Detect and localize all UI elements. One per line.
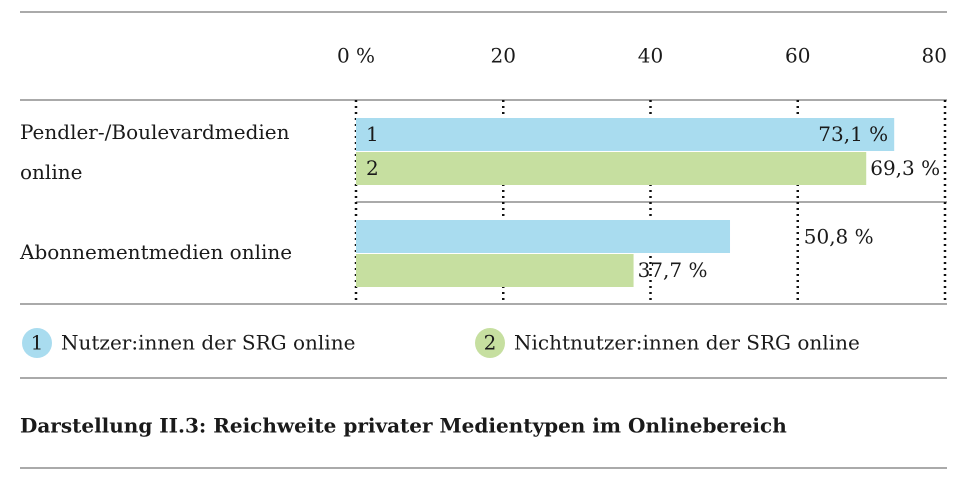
value-label: 69,3 % <box>870 156 940 180</box>
x-tick-label: 60 <box>785 44 810 68</box>
bar-key: 1 <box>366 122 379 146</box>
x-tick-label: 20 <box>491 44 516 68</box>
legend-swatch <box>22 328 52 358</box>
bar-key: 2 <box>366 156 379 180</box>
category-label: Abonnementmedien online <box>20 240 293 264</box>
legend-key: 2 <box>484 331 497 355</box>
legend-label: Nutzer:innen der SRG online <box>61 331 355 355</box>
value-label: 50,8 % <box>804 225 874 249</box>
bar <box>356 118 895 151</box>
bar <box>356 254 634 287</box>
value-label: 37,7 % <box>638 258 708 282</box>
bar <box>356 220 731 253</box>
legend-swatch <box>475 328 505 358</box>
value-label: 73,1 % <box>818 122 888 146</box>
x-tick-label: 80 <box>922 44 947 68</box>
legend-key: 1 <box>31 331 44 355</box>
bar <box>356 152 867 185</box>
chart-title: Darstellung II.3: Reichweite privater Me… <box>20 414 787 438</box>
legend-label: Nichtnutzer:innen der SRG online <box>514 331 860 355</box>
x-tick-label: 40 <box>638 44 663 68</box>
category-label: Pendler-/Boulevardmedien online <box>20 120 290 184</box>
x-tick-label: 0 % <box>337 44 375 68</box>
